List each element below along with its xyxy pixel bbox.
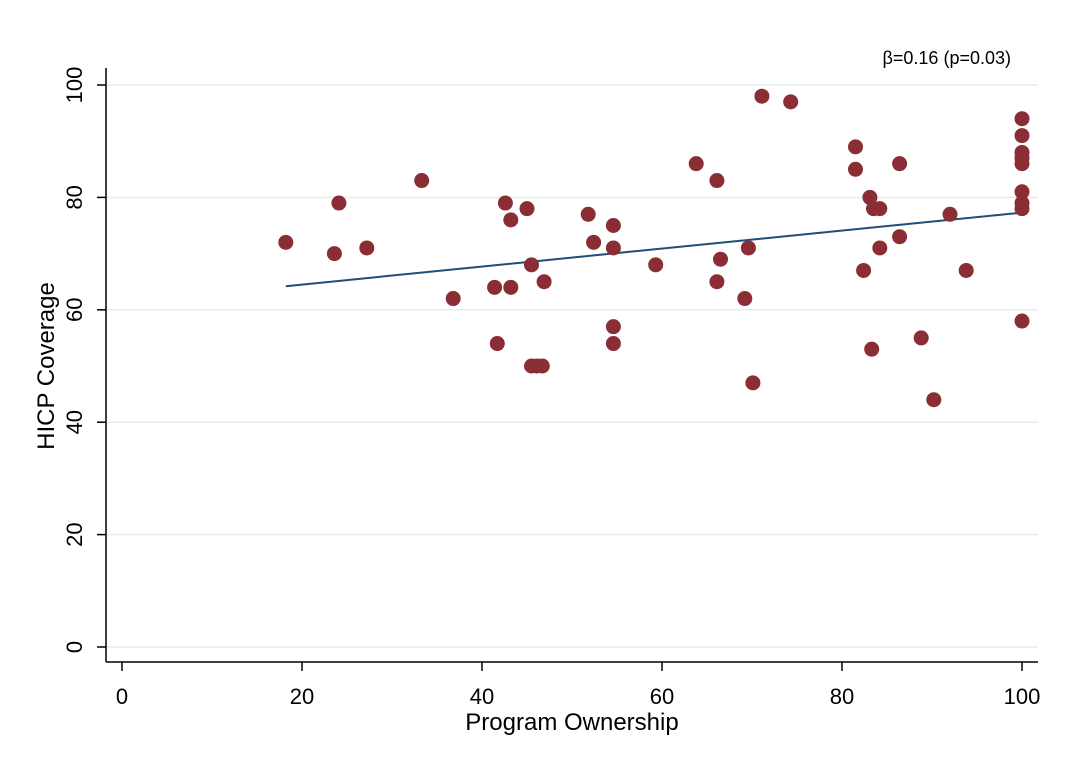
- y-tick-label: 0: [62, 641, 87, 653]
- data-point: [1014, 201, 1030, 217]
- data-point: [864, 341, 880, 357]
- data-point: [942, 206, 958, 222]
- y-axis-ticks: 0 20 40 60 80 100: [62, 67, 106, 653]
- data-point: [489, 336, 505, 352]
- x-tick-label: 40: [470, 684, 494, 709]
- data-point: [586, 234, 602, 250]
- data-point: [497, 195, 513, 211]
- data-point: [524, 257, 539, 273]
- data-point: [926, 392, 942, 408]
- data-point: [326, 246, 342, 262]
- data-point: [709, 173, 725, 189]
- data-point: [1014, 111, 1030, 127]
- data-point: [580, 206, 596, 222]
- x-tick-label: 20: [290, 684, 314, 709]
- fit-line: [285, 211, 1023, 288]
- data-point: [605, 218, 621, 233]
- data-point: [503, 279, 519, 295]
- data-point: [688, 156, 704, 172]
- data-point: [605, 240, 621, 256]
- data-point: [872, 201, 888, 217]
- data-point: [913, 330, 929, 346]
- fit-line-group: [285, 211, 1023, 288]
- regression-annotation: β=0.16 (p=0.03): [883, 48, 1011, 68]
- data-point: [1014, 313, 1030, 329]
- gridlines: [106, 84, 1038, 648]
- x-tick-label: 100: [1004, 684, 1041, 709]
- data-point: [414, 173, 430, 189]
- y-tick-label: 100: [62, 67, 87, 104]
- data-point: [359, 240, 375, 256]
- data-point: [605, 319, 621, 335]
- data-point: [713, 251, 728, 267]
- x-axis-ticks: 0 20 40 60 80 100: [116, 662, 1040, 709]
- x-tick-label: 80: [830, 684, 854, 709]
- x-tick-label: 0: [116, 684, 128, 709]
- data-point: [331, 195, 347, 211]
- data-points: [278, 88, 1030, 408]
- y-axis-title: HICP Coverage: [33, 282, 60, 450]
- data-point: [848, 161, 863, 177]
- data-point: [709, 274, 725, 290]
- data-point: [648, 257, 664, 273]
- data-point: [872, 240, 888, 256]
- data-point: [737, 291, 753, 307]
- y-tick-label: 80: [62, 185, 87, 209]
- data-point: [892, 229, 908, 245]
- data-point: [1014, 156, 1030, 172]
- data-point: [848, 139, 863, 155]
- data-point: [1014, 184, 1030, 200]
- x-tick-label: 60: [650, 684, 674, 709]
- data-point: [892, 156, 908, 172]
- data-point: [740, 240, 756, 256]
- data-point: [503, 212, 519, 228]
- data-point: [536, 274, 552, 290]
- data-point: [534, 358, 550, 374]
- data-point: [1014, 128, 1030, 144]
- data-point: [783, 94, 799, 110]
- data-point: [958, 262, 974, 278]
- y-tick-label: 20: [62, 522, 87, 546]
- data-point: [278, 234, 294, 250]
- axes: [105, 68, 1038, 663]
- data-point: [519, 201, 535, 217]
- data-point: [745, 375, 761, 391]
- data-point: [856, 262, 872, 278]
- data-point: [487, 279, 503, 295]
- data-point: [445, 291, 461, 307]
- y-tick-label: 60: [62, 298, 87, 322]
- data-point: [605, 336, 621, 352]
- x-axis-title: Program Ownership: [465, 709, 678, 736]
- y-tick-label: 40: [62, 410, 87, 434]
- data-point: [754, 88, 770, 104]
